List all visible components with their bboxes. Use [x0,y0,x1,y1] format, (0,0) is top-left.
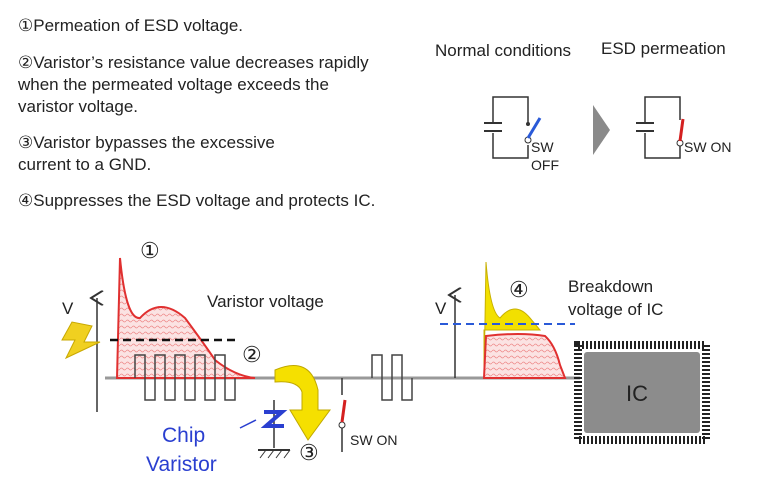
switch-label-line: OFF [531,157,559,173]
zener [239,400,291,459]
transition-arrow [593,105,610,155]
legend-label: Normal conditions [435,41,571,60]
label-line: Breakdown [568,277,653,296]
bypass-arrow [274,365,331,441]
axis-label: V [435,299,447,318]
switch-label: SW ON [350,432,397,448]
note-line: when the permeated voltage exceeds the [17,75,329,94]
label: Breakdown voltage of IC [568,277,663,319]
note-line: varistor voltage. [18,97,138,116]
step-marker: ④ [509,277,529,302]
note: ③Varistor bypasses the excessive current… [18,133,280,174]
step-marker: ③ [299,440,319,465]
pulse-train [134,354,236,401]
note-line: ④Suppresses the ESD voltage and protects… [18,191,375,210]
ic-chip [574,341,710,444]
note-line: current to a GND. [18,155,151,174]
component-label-line: Varistor [146,453,217,476]
component-label: Chip Varistor [146,424,217,476]
note-line: ③Varistor bypasses the excessive [18,133,275,152]
switch-label: SW OFF [531,139,559,173]
circuit-normal [484,96,542,159]
pulse-train [371,354,413,401]
legend-label: ESD permeation [601,39,726,58]
note: ②Varistor’s resistance value decreases r… [17,53,373,116]
note-line: ②Varistor’s resistance value decreases r… [18,53,369,72]
axis-label: V [62,299,74,318]
switch-label: SW ON [684,139,731,155]
suppressed-peak [483,261,542,379]
component-label-line: Chip [162,424,205,447]
note: ①Permeation of ESD voltage. [18,16,243,35]
switch [338,378,347,452]
switch-label-line: SW [531,139,554,155]
clamped-voltage [482,333,567,379]
note-line: ①Permeation of ESD voltage. [18,16,243,35]
esd-surge [115,257,256,379]
circuit-esd [636,96,685,159]
step-marker: ② [242,342,262,367]
note: ④Suppresses the ESD voltage and protects… [18,191,375,210]
lightning [61,321,101,360]
label-line: voltage of IC [568,300,663,319]
ic-label: IC [626,381,648,406]
label: Varistor voltage [207,292,324,311]
step-marker: ① [140,238,160,263]
